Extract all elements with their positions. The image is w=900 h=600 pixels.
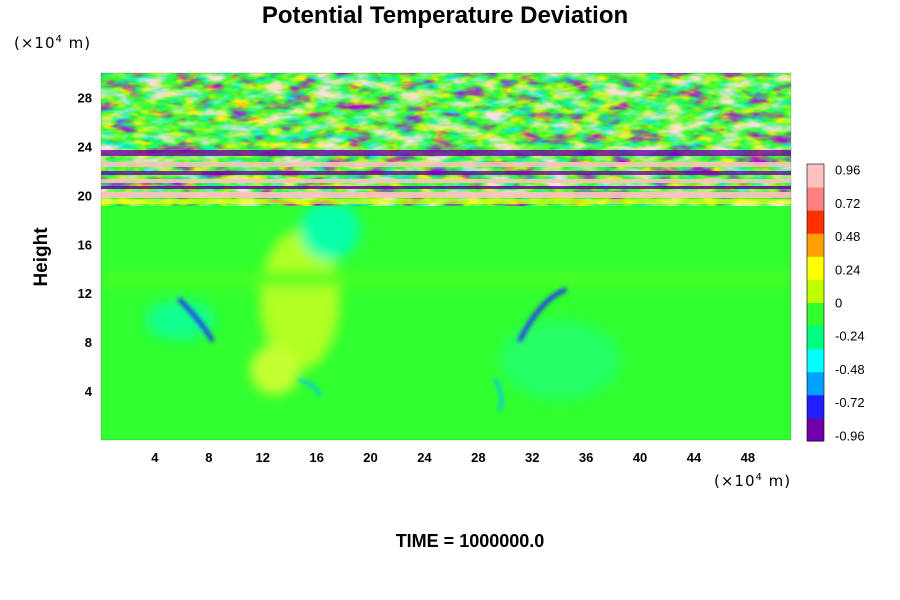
y-tick-label: 28 xyxy=(78,90,92,105)
x-tick-label: 36 xyxy=(579,450,593,465)
x-tick-label: 8 xyxy=(205,450,212,465)
colorbar xyxy=(806,163,825,442)
y-tick-label: 12 xyxy=(78,286,92,301)
colorbar-tick-label: -0.24 xyxy=(835,329,865,344)
x-tick-label: 4 xyxy=(151,450,159,465)
colorbar-swatch xyxy=(807,233,824,257)
x-tick-label: 40 xyxy=(633,450,647,465)
turbulent-pink-purple xyxy=(101,73,791,206)
y-tick-label: 20 xyxy=(78,188,92,203)
colorbar-swatch xyxy=(807,394,824,419)
colorbar-swatch xyxy=(807,279,824,303)
colorbar-frame xyxy=(806,163,825,442)
plot-frame xyxy=(100,72,792,441)
colorbar-tick-label: 0.72 xyxy=(835,196,860,211)
colorbar-tick-label: 0.48 xyxy=(835,229,860,244)
colorbar-swatch xyxy=(807,302,824,327)
x-tick-label: 28 xyxy=(471,450,485,465)
colorbar-swatch xyxy=(807,164,824,188)
colorbar-ticks: 0.96 0.72 0.48 0.24 0 -0.24 -0.48 -0.72 -0.96 xyxy=(835,163,865,444)
lower-vortices xyxy=(178,288,567,412)
x-tick-label: 48 xyxy=(741,450,755,465)
stratified-bands xyxy=(101,150,791,204)
colorbar-swatch xyxy=(807,348,824,373)
x-tick-label: 12 xyxy=(255,450,269,465)
x-tick-label: 24 xyxy=(417,450,432,465)
y-tick-label: 4 xyxy=(85,384,93,399)
colorbar-tick-label: -0.72 xyxy=(835,395,865,410)
y-tick-label: 8 xyxy=(85,335,92,350)
x-tick-label: 20 xyxy=(363,450,377,465)
y-tick-label: 24 xyxy=(78,139,93,154)
colorbar-tick-label: 0.24 xyxy=(835,262,860,277)
colorbar-tick-label: -0.96 xyxy=(835,428,865,443)
x-axis-unit: (×104 m) xyxy=(714,472,792,490)
colorbar-swatch xyxy=(807,256,824,280)
x-axis-ticks: 4 8 12 16 20 24 28 32 36 40 44 48 xyxy=(151,450,755,465)
y-axis-ticks: 4 8 12 16 20 24 28 xyxy=(78,90,93,399)
colorbar-swatch xyxy=(807,325,824,350)
time-readout: TIME = 1000000.0 xyxy=(395,531,545,551)
y-tick-label: 16 xyxy=(78,237,92,252)
colorbar-tick-label: -0.48 xyxy=(835,362,865,377)
y-axis-unit: (×104 m) xyxy=(14,34,92,52)
colorbar-swatch xyxy=(807,417,824,442)
colorbar-swatch xyxy=(807,187,824,211)
colorbar-tick-label: 0 xyxy=(835,296,842,311)
lower-structures xyxy=(101,200,791,400)
x-tick-label: 44 xyxy=(687,450,702,465)
colorbar-swatch xyxy=(807,210,824,234)
chart-title: Potential Temperature Deviation xyxy=(261,2,629,29)
colorbar-swatch xyxy=(807,371,824,396)
x-tick-label: 32 xyxy=(525,450,539,465)
x-tick-label: 16 xyxy=(309,450,323,465)
colorbar-tick-label: 0.96 xyxy=(835,163,860,178)
